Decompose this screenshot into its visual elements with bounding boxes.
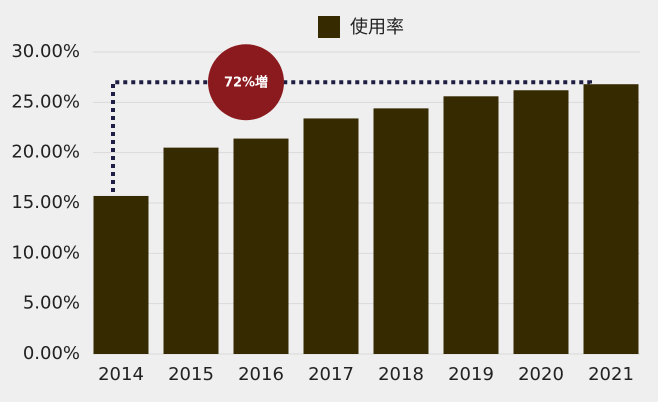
x-tick-label: 2017	[308, 364, 354, 385]
x-tick-label: 2018	[378, 364, 424, 385]
bar	[443, 96, 499, 354]
y-tick-label: 5.00%	[23, 293, 80, 314]
y-tick-label: 0.00%	[23, 343, 80, 364]
annotation: 72%増	[224, 75, 268, 91]
bar	[513, 90, 569, 355]
x-tick-label: 2016	[238, 364, 284, 385]
bar	[373, 108, 429, 354]
bar	[303, 118, 359, 354]
x-tick-label: 2015	[168, 364, 214, 385]
bar	[233, 138, 289, 354]
bar	[583, 84, 639, 355]
bar	[163, 147, 219, 354]
x-tick-label: 2014	[98, 364, 144, 385]
x-tick-label: 2019	[448, 364, 494, 385]
bar	[93, 195, 149, 354]
x-tick-label: 2020	[518, 364, 564, 385]
bracket	[111, 80, 592, 192]
x-tick-label: 2021	[588, 364, 634, 385]
y-tick-label: 25.00%	[11, 91, 80, 112]
annotation-badge	[208, 44, 284, 121]
legend-swatch	[318, 16, 340, 38]
y-tick-label: 20.00%	[11, 142, 80, 163]
y-tick-label: 15.00%	[11, 192, 80, 213]
legend-label: 使用率	[350, 17, 404, 38]
y-tick-label: 30.00%	[11, 41, 80, 62]
y-tick-label: 10.00%	[11, 242, 80, 263]
